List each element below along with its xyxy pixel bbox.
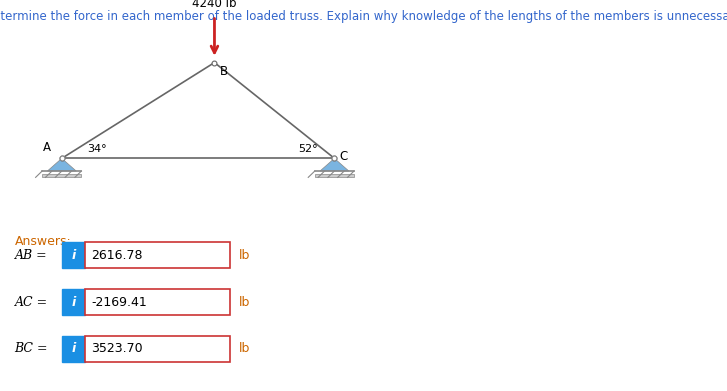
FancyBboxPatch shape	[62, 289, 85, 315]
Text: A: A	[43, 142, 51, 154]
FancyBboxPatch shape	[315, 174, 354, 178]
Text: BC =: BC =	[15, 343, 48, 355]
FancyBboxPatch shape	[62, 336, 85, 362]
Text: 4240 lb: 4240 lb	[192, 0, 237, 10]
Polygon shape	[320, 158, 349, 171]
FancyBboxPatch shape	[85, 242, 230, 268]
Text: i: i	[71, 343, 76, 355]
Text: 34°: 34°	[87, 144, 107, 154]
FancyBboxPatch shape	[42, 174, 81, 178]
Text: AC =: AC =	[15, 296, 48, 308]
FancyBboxPatch shape	[85, 336, 230, 362]
Text: Determine the force in each member of the loaded truss. Explain why knowledge of: Determine the force in each member of th…	[0, 10, 727, 23]
Text: 3523.70: 3523.70	[91, 343, 142, 355]
Text: AB =: AB =	[15, 249, 47, 262]
FancyBboxPatch shape	[85, 289, 230, 315]
FancyBboxPatch shape	[62, 242, 85, 268]
Text: i: i	[71, 249, 76, 262]
Text: 2616.78: 2616.78	[91, 249, 142, 262]
Text: lb: lb	[239, 249, 251, 262]
Text: Answers:: Answers:	[15, 235, 71, 248]
Text: lb: lb	[239, 296, 251, 308]
Polygon shape	[47, 158, 76, 171]
Text: 52°: 52°	[298, 144, 318, 154]
Text: i: i	[71, 296, 76, 308]
Text: lb: lb	[239, 343, 251, 355]
Text: C: C	[340, 150, 348, 163]
Text: -2169.41: -2169.41	[91, 296, 147, 308]
Text: B: B	[220, 65, 228, 77]
